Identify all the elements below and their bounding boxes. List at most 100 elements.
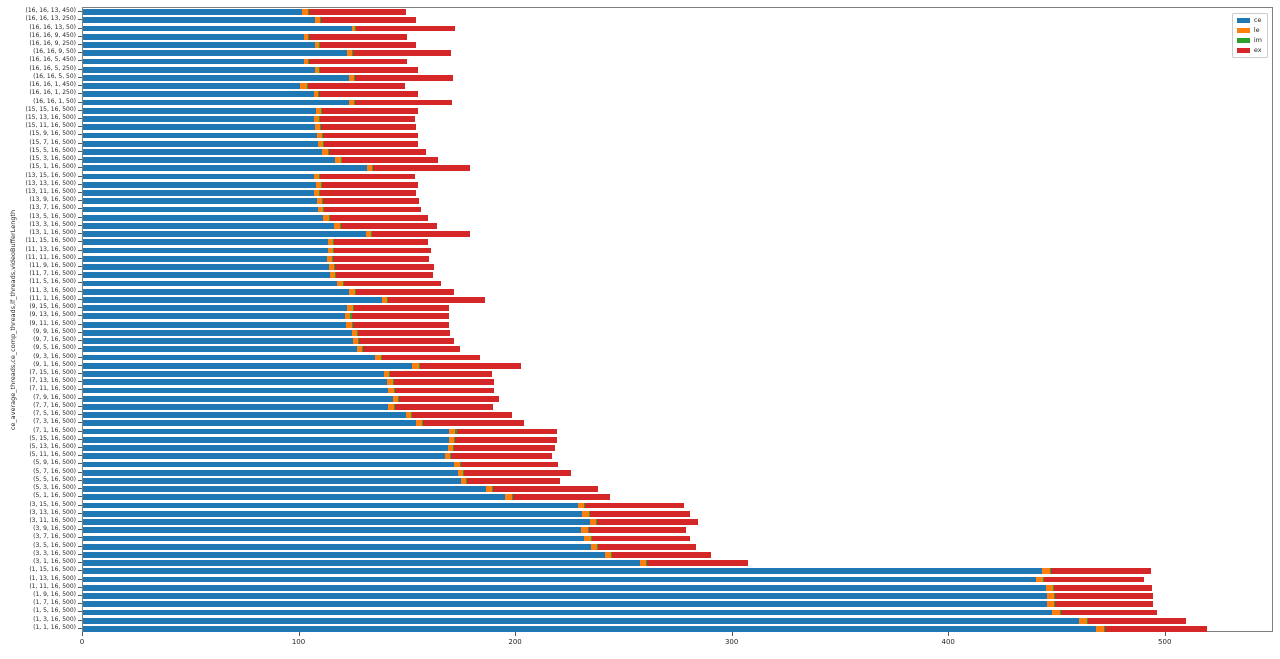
bar-segment-ex: [309, 33, 407, 40]
x-tick-mark: [948, 632, 950, 636]
bar-segment-im: [393, 387, 395, 394]
bar-segment-im: [590, 535, 592, 542]
bar-segment-ce: [83, 83, 300, 90]
bar-segment-ex: [412, 412, 512, 418]
bar-segment-le: [335, 157, 341, 164]
bar-segment-ce: [83, 190, 314, 196]
bar-segment-ex: [1044, 576, 1145, 583]
bar-segment-im: [453, 445, 455, 451]
bar-segment-le: [313, 91, 318, 98]
bar-segment-im: [353, 99, 355, 106]
bar-segment-le: [381, 297, 388, 303]
y-tick-mark: [78, 389, 82, 391]
y-tick-mark: [78, 19, 82, 21]
bar-segment-le: [301, 9, 309, 15]
bar-segment-ex: [1055, 601, 1153, 608]
bar-segment-im: [454, 436, 456, 443]
bar-segment-im: [450, 453, 452, 460]
bar-segment-ex: [388, 297, 485, 303]
bar-segment-ce: [83, 560, 640, 566]
bar-segment-le: [1045, 584, 1054, 591]
bar-segment-im: [321, 107, 323, 114]
y-tick-mark: [78, 603, 82, 605]
bar-segment-ex: [321, 124, 417, 131]
y-tick-mark: [78, 348, 82, 350]
y-tick-mark: [78, 315, 82, 317]
bar-segment-ex: [585, 502, 684, 509]
y-tick-mark: [78, 142, 82, 144]
y-tick-mark: [78, 529, 82, 531]
y-tick-mark: [78, 266, 82, 268]
y-tick-mark: [78, 249, 82, 251]
y-tick-label: (1, 13, 16, 500): [29, 574, 76, 582]
y-tick-label: (16, 16, 1, 50): [33, 97, 76, 105]
bar-segment-ce: [83, 428, 449, 435]
bar-segment-im: [646, 560, 648, 566]
bar-segment-ex: [598, 543, 696, 550]
x-tick-label: 200: [508, 638, 522, 646]
bar-segment-ce: [83, 535, 585, 542]
x-tick-label: 500: [1158, 638, 1172, 646]
bar-segment-ex: [351, 313, 449, 320]
bar-segment-ex: [1054, 584, 1152, 591]
bar-segment-im: [1043, 576, 1045, 583]
bar-segment-le: [347, 50, 352, 57]
bar-segment-le: [388, 403, 394, 410]
bar-segment-ce: [83, 198, 317, 205]
y-tick-label: (16, 16, 9, 50): [33, 48, 76, 56]
bar-segment-ce: [83, 247, 328, 254]
x-tick-mark: [1164, 632, 1166, 636]
y-tick-mark: [78, 76, 82, 78]
bar-segment-im: [354, 288, 356, 295]
bar-segment-le: [315, 107, 322, 114]
bar-segment-ex: [308, 83, 405, 90]
bar-segment-ce: [83, 165, 367, 172]
y-tick-label: (15, 3, 16, 500): [29, 155, 76, 163]
y-tick-label: (11, 5, 16, 500): [29, 278, 76, 286]
bar-segment-im: [392, 379, 394, 386]
bar-segment-ce: [83, 223, 335, 229]
bar-segment-ce: [83, 58, 304, 65]
x-tick-mark: [298, 632, 300, 636]
legend-item-ce: ce: [1236, 17, 1262, 24]
bar-segment-ce: [83, 436, 449, 443]
bar-segment-im: [596, 519, 598, 525]
bar-segment-ex: [493, 486, 599, 492]
bar-segment-ce: [83, 486, 486, 492]
bar-segment-le: [388, 387, 394, 394]
bar-segment-ce: [83, 502, 578, 509]
bar-segment-im: [323, 140, 325, 147]
bar-segment-le: [317, 140, 324, 147]
y-tick-label: (7, 9, 16, 500): [33, 393, 76, 401]
y-tick-mark: [78, 159, 82, 161]
bar-segment-im: [418, 362, 420, 369]
y-tick-mark: [78, 233, 82, 235]
bar-segment-le: [326, 255, 333, 262]
bar-segment-ex: [456, 428, 558, 435]
bar-segment-im: [333, 247, 335, 254]
y-tick-mark: [78, 446, 82, 448]
bar-segment-ce: [83, 140, 318, 147]
bar-segment-ex: [372, 231, 470, 238]
y-tick-label: (7, 11, 16, 500): [29, 385, 76, 393]
bar-segment-ex: [343, 280, 442, 287]
y-tick-label: (1, 9, 16, 500): [33, 590, 76, 598]
bar-segment-le: [639, 560, 646, 566]
bar-segment-im: [354, 25, 356, 32]
bar-segment-le: [392, 395, 399, 402]
y-tick-label: (7, 1, 16, 500): [33, 426, 76, 434]
y-tick-label: (13, 3, 16, 500): [29, 220, 76, 228]
bar-segment-ce: [83, 453, 445, 460]
y-tick-label: (5, 3, 16, 500): [33, 484, 76, 492]
bar-segment-le: [356, 346, 363, 353]
bar-segment-im: [319, 66, 321, 73]
bar-segment-im: [351, 50, 353, 57]
y-tick-mark: [78, 504, 82, 506]
x-tick-label: 300: [724, 638, 739, 646]
bar-segment-ex: [358, 329, 451, 336]
bar-segment-le: [604, 551, 612, 558]
bar-segment-im: [389, 371, 391, 377]
y-tick-label: (3, 3, 16, 500): [33, 549, 76, 557]
y-tick-label: (11, 11, 16, 500): [25, 253, 76, 261]
